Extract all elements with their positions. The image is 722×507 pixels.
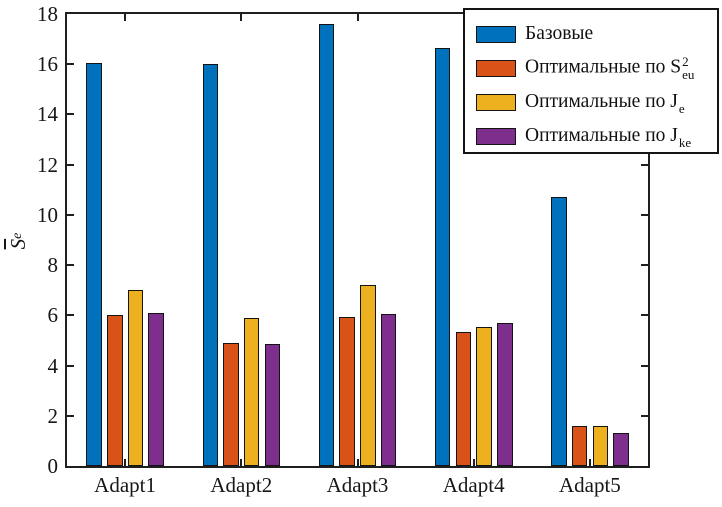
- x-tick-mark-bottom: [356, 459, 359, 466]
- y-tick-mark-left: [67, 264, 74, 267]
- legend-swatch: [476, 93, 516, 111]
- legend-item-1: Оптимальные по S 2 eu: [476, 51, 717, 85]
- y-tick-mark-left: [67, 213, 74, 216]
- y-tick-mark-left: [67, 414, 74, 417]
- x-tick-mark-top: [124, 14, 127, 21]
- legend-swatch: [476, 59, 516, 77]
- bar-Adapt4-series2: [476, 326, 492, 466]
- legend-swatch: [476, 25, 516, 43]
- y-tick-mark-left: [67, 163, 74, 166]
- bar-Adapt3-series1: [339, 316, 355, 466]
- y-tick-label: 6: [47, 303, 59, 328]
- y-tick-mark-right: [641, 264, 648, 267]
- legend-label: Оптимальные по S 2 eu: [525, 54, 695, 82]
- y-tick-mark-right: [641, 213, 648, 216]
- legend-swatch: [476, 127, 516, 145]
- bar-Adapt2-series3: [264, 344, 281, 466]
- x-tick-mark-bottom: [240, 459, 243, 466]
- bar-Adapt5-series3: [613, 433, 629, 466]
- y-tick-mark-left: [67, 364, 74, 367]
- x-tick-label: Adapt1: [94, 473, 156, 497]
- y-tick-mark-left: [67, 314, 74, 317]
- bar-Adapt3-series2: [360, 285, 376, 466]
- x-tick-label: Adapt5: [558, 473, 621, 497]
- y-tick-label: 14: [37, 102, 58, 127]
- x-tick-mark-bottom: [124, 459, 127, 466]
- legend-label: Оптимальные по Jke: [525, 125, 692, 150]
- x-tick-mark-top: [356, 14, 359, 21]
- y-tick-mark-right: [641, 414, 648, 417]
- x-tick-mark-bottom: [472, 459, 475, 466]
- bar-Adapt2-series0: [202, 64, 218, 466]
- y-tick-label: 0: [47, 454, 59, 478]
- bar-Adapt3-series3: [380, 314, 397, 466]
- bar-Adapt1-series3: [148, 312, 164, 466]
- bar-Adapt5-series1: [571, 425, 588, 466]
- y-tick-mark-right: [641, 314, 648, 317]
- bar-Adapt4-series0: [434, 47, 451, 466]
- legend: Базовые Оптимальные по S 2 eu Оптимальные по…: [463, 8, 719, 154]
- y-tick-label: 16: [37, 52, 58, 77]
- legend-label: Оптимальные по Je: [525, 91, 685, 116]
- legend-label: Базовые: [525, 23, 594, 44]
- bar-Adapt3-series0: [318, 24, 335, 466]
- y-tick-mark-right: [641, 163, 648, 166]
- bar-Adapt1-series0: [86, 62, 102, 466]
- y-tick-mark-right: [641, 364, 648, 367]
- y-tick-label: 12: [37, 152, 58, 177]
- x-tick-label: Adapt3: [326, 473, 389, 497]
- x-tick-label: Adapt2: [210, 473, 273, 497]
- y-axis-label-subscript: e: [10, 232, 25, 239]
- y-tick-label: 8: [47, 253, 59, 278]
- legend-item-3: Оптимальные по Jke: [476, 119, 717, 153]
- y-tick-label: 4: [47, 353, 59, 378]
- bar-Adapt1-series1: [107, 315, 123, 466]
- bar-Adapt2-series2: [243, 317, 260, 466]
- y-tick-mark-left: [67, 63, 74, 66]
- y-tick-label: 2: [47, 403, 59, 428]
- legend-item-2: Оптимальные по Je: [476, 85, 717, 119]
- x-tick-label: Adapt4: [442, 473, 505, 497]
- y-tick-label: 10: [37, 202, 58, 227]
- bar-Adapt4-series1: [455, 331, 472, 466]
- bar-Adapt5-series2: [592, 425, 608, 466]
- x-tick-mark-bottom: [588, 459, 591, 466]
- bar-Adapt4-series3: [497, 322, 513, 466]
- x-tick-mark-top: [240, 14, 243, 21]
- y-axis-label-base: S: [5, 238, 30, 250]
- bar-Adapt1-series2: [127, 290, 144, 466]
- legend-item-0: Базовые: [476, 17, 717, 51]
- bar-Adapt5-series0: [551, 197, 567, 466]
- y-tick-mark-left: [67, 113, 74, 116]
- y-tick-label: 18: [37, 2, 58, 26]
- bar-Adapt2-series1: [223, 342, 239, 466]
